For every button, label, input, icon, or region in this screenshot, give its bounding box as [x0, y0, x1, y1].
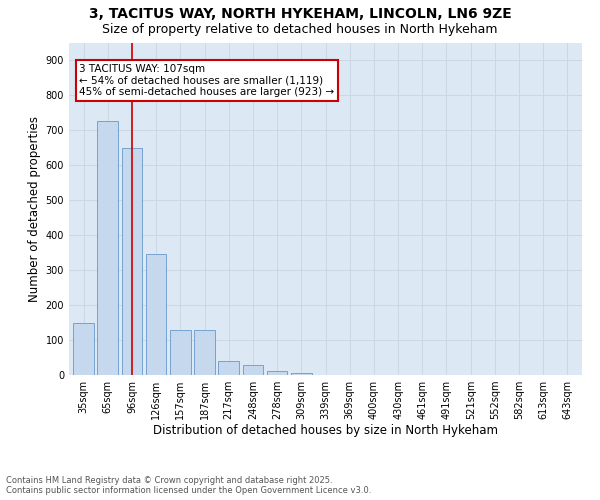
Text: 3 TACITUS WAY: 107sqm
← 54% of detached houses are smaller (1,119)
45% of semi-d: 3 TACITUS WAY: 107sqm ← 54% of detached … — [79, 64, 334, 98]
Bar — [170, 330, 191, 375]
Bar — [73, 322, 94, 375]
Bar — [267, 371, 287, 375]
Text: 3, TACITUS WAY, NORTH HYKEHAM, LINCOLN, LN6 9ZE: 3, TACITUS WAY, NORTH HYKEHAM, LINCOLN, … — [89, 8, 511, 22]
Bar — [194, 330, 215, 375]
Bar — [242, 364, 263, 375]
Text: Size of property relative to detached houses in North Hykeham: Size of property relative to detached ho… — [102, 22, 498, 36]
Bar — [218, 361, 239, 375]
X-axis label: Distribution of detached houses by size in North Hykeham: Distribution of detached houses by size … — [153, 424, 498, 436]
Bar — [291, 373, 311, 375]
Bar — [122, 148, 142, 375]
Text: Contains HM Land Registry data © Crown copyright and database right 2025.
Contai: Contains HM Land Registry data © Crown c… — [6, 476, 371, 495]
Y-axis label: Number of detached properties: Number of detached properties — [28, 116, 41, 302]
Bar — [97, 121, 118, 375]
Bar — [146, 254, 166, 375]
